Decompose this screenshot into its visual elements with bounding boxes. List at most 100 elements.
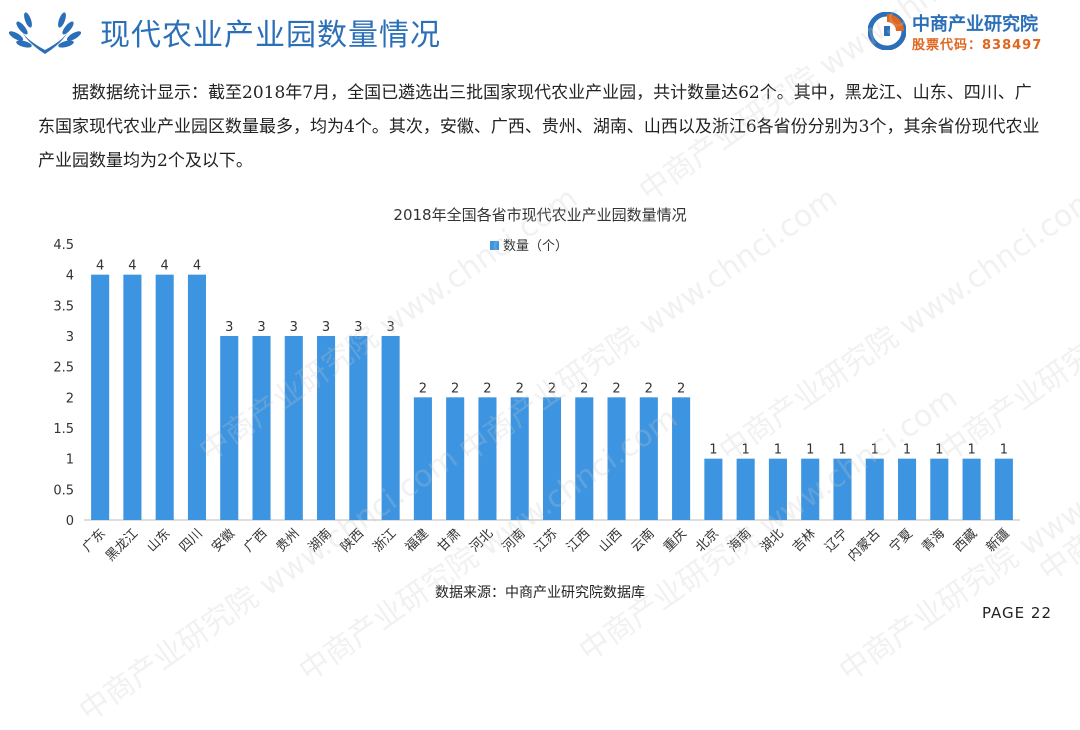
bar-value-label: 2 xyxy=(645,381,653,396)
x-tick-label: 福建 xyxy=(403,526,432,555)
bar xyxy=(510,397,529,520)
x-tick-label: 四川 xyxy=(177,526,206,555)
x-tick-label: 云南 xyxy=(628,526,658,556)
x-tick-label: 青海 xyxy=(919,526,948,555)
bar-value-label: 1 xyxy=(774,443,782,458)
page-title: 现代农业产业园数量情况 xyxy=(100,18,441,53)
legend-swatch xyxy=(490,241,499,250)
bar xyxy=(284,336,303,520)
y-tick-label: 2.5 xyxy=(53,361,74,376)
x-tick-label: 宁夏 xyxy=(886,526,916,556)
x-tick-label: 广西 xyxy=(241,526,270,555)
bar-chart: 2018年全国各省市现代农业产业园数量情况 数量（个） 0 0.5 1 1.5 2 2.5… xyxy=(53,206,1020,565)
bar xyxy=(930,458,949,520)
x-tick-label: 山西 xyxy=(596,526,625,555)
bar-value-label: 1 xyxy=(838,443,846,458)
bar-value-label: 3 xyxy=(322,320,330,335)
y-tick-label: 1.5 xyxy=(53,422,74,437)
bar xyxy=(317,336,336,520)
x-tick-label: 湖南 xyxy=(305,526,335,556)
x-tick-label: 浙江 xyxy=(370,526,399,555)
bar-value-label: 2 xyxy=(516,381,524,396)
bar-value-label: 4 xyxy=(193,259,201,274)
y-tick-label: 4 xyxy=(66,269,74,284)
data-source: 数据来源：中商产业研究院数据库 xyxy=(435,585,645,601)
bar-value-label: 2 xyxy=(580,381,588,396)
bar xyxy=(704,458,723,520)
bar-value-label: 4 xyxy=(96,259,104,274)
bar-value-label: 2 xyxy=(548,381,556,396)
bar-value-label: 1 xyxy=(709,443,717,458)
bar xyxy=(801,458,820,520)
y-tick-label: 4.5 xyxy=(53,238,74,253)
bar xyxy=(91,274,110,520)
bar-value-label: 3 xyxy=(354,320,362,335)
bar-value-label: 1 xyxy=(871,443,879,458)
x-tick-label: 西藏 xyxy=(951,526,980,555)
chart-title: 2018年全国各省市现代农业产业园数量情况 xyxy=(393,206,686,224)
bar xyxy=(187,274,207,520)
bar-value-label: 3 xyxy=(257,320,265,335)
bar xyxy=(768,458,787,520)
x-tick-label: 黑龙江 xyxy=(103,526,141,564)
bar-value-label: 4 xyxy=(161,259,169,274)
bar-value-label: 4 xyxy=(128,259,136,274)
x-tick-label: 湖北 xyxy=(758,526,787,555)
bar xyxy=(736,458,755,520)
y-tick-label: 3.5 xyxy=(53,299,74,314)
x-tick-label: 内蒙古 xyxy=(845,526,884,565)
bar-value-label: 3 xyxy=(290,320,298,335)
bar-value-label: 3 xyxy=(386,320,394,335)
bar xyxy=(607,397,626,520)
bar xyxy=(833,458,852,520)
bar xyxy=(962,458,981,520)
bar xyxy=(672,397,691,520)
x-tick-label: 辽宁 xyxy=(822,526,852,556)
x-tick-label: 安徽 xyxy=(209,526,238,555)
x-tick-label: 河南 xyxy=(499,526,529,556)
bar-value-label: 2 xyxy=(677,381,685,396)
bars xyxy=(91,274,1013,520)
x-tick-label: 山东 xyxy=(145,526,174,555)
legend-label: 数量（个） xyxy=(503,239,568,254)
x-tick-label: 陕西 xyxy=(338,526,367,555)
data-labels: 4 4 4 4 3 3 3 3 3 3 2 2 2 2 2 2 2 2 2 1 1 1 1 1 1 1 1 1 1 xyxy=(96,259,1008,458)
bar xyxy=(446,397,465,520)
bar-value-label: 1 xyxy=(967,443,975,458)
bar-value-label: 1 xyxy=(1000,443,1008,458)
bar-value-label: 2 xyxy=(483,381,491,396)
y-tick-label: 3 xyxy=(66,330,74,345)
x-tick-label: 甘肃 xyxy=(435,526,464,555)
x-tick-label: 新疆 xyxy=(983,526,1013,556)
bar xyxy=(381,336,400,520)
bar xyxy=(123,274,142,520)
bar xyxy=(994,458,1013,520)
bar xyxy=(413,397,432,520)
bar xyxy=(575,397,594,520)
bar xyxy=(252,336,271,520)
y-tick-label: 0.5 xyxy=(53,483,74,498)
bar-value-label: 2 xyxy=(612,381,620,396)
x-tick-label: 海南 xyxy=(725,526,755,556)
bar xyxy=(639,397,658,520)
x-tick-label: 贵州 xyxy=(274,526,303,555)
intro-paragraph: 据数据统计显示：截至2018年7月，全国已遴选出三批国家现代农业产业园，共计数量… xyxy=(38,83,1040,171)
bar-value-label: 1 xyxy=(806,443,814,458)
chart-legend: 数量（个） xyxy=(490,239,568,254)
bar xyxy=(542,397,562,520)
brand-stock-code: 股票代码：838497 xyxy=(912,38,1043,53)
bar xyxy=(220,336,239,520)
header: 现代农业产业园数量情况 中商产业研究院 股票代码：838497 xyxy=(0,0,1080,62)
x-tick-label: 重庆 xyxy=(660,526,690,556)
bar-value-label: 2 xyxy=(451,381,459,396)
x-axis: 广东黑龙江 山东 四川 安徽 广西 贵州 湖南 陕西 浙江 福建 甘肃 河北 河南 江苏 江西 山西 云南 重庆北… xyxy=(80,526,1013,565)
x-tick-label: 江苏 xyxy=(531,526,561,556)
bar xyxy=(865,458,884,520)
bar xyxy=(897,458,917,520)
x-tick-label: 北京 xyxy=(693,526,722,555)
y-tick-label: 2 xyxy=(66,391,74,406)
x-tick-label: 河北 xyxy=(467,526,496,555)
x-tick-label: 吉林 xyxy=(790,526,819,555)
bar-value-label: 1 xyxy=(742,443,750,458)
bar-value-label: 3 xyxy=(225,320,233,335)
